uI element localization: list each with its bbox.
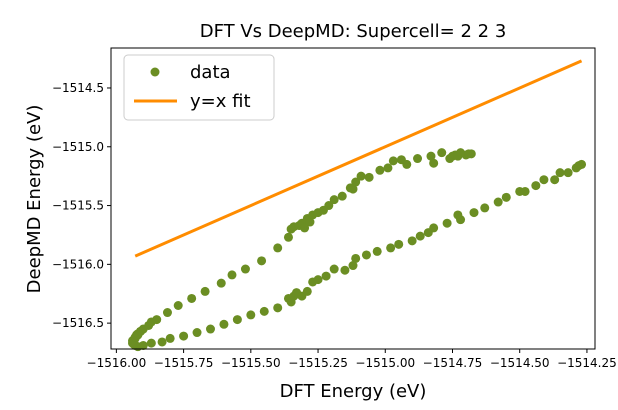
data-point: [348, 261, 358, 271]
legend-box: [123, 54, 275, 121]
data-point: [407, 236, 417, 246]
data-point: [501, 192, 511, 202]
data-point: [136, 326, 146, 336]
x-tick-label: −1515.50: [221, 356, 281, 370]
x-tick-label: −1515.75: [154, 356, 214, 370]
data-point: [372, 246, 382, 256]
data-point: [340, 265, 350, 275]
data-point: [429, 223, 439, 233]
data-point: [539, 175, 549, 185]
data-point: [146, 338, 156, 348]
data-point: [187, 293, 197, 303]
fit-line: [134, 59, 583, 258]
data-point: [232, 315, 242, 325]
x-tick-label: −1515.00: [355, 356, 415, 370]
data-point: [302, 286, 312, 296]
data-point: [200, 286, 210, 296]
x-tick-label: −1514.25: [557, 356, 617, 370]
data-point: [402, 159, 412, 169]
data-point: [329, 195, 339, 205]
legend-marker-data: [150, 67, 160, 77]
x-tick-label: −1516.00: [87, 356, 147, 370]
data-point: [257, 256, 267, 266]
data-point: [283, 232, 293, 242]
data-point: [259, 306, 269, 316]
data-point: [364, 172, 374, 182]
data-point: [179, 331, 189, 341]
data-point: [577, 159, 587, 169]
data-point: [173, 300, 183, 310]
data-point: [157, 337, 167, 347]
y-tick-label: −1514.5: [52, 81, 104, 95]
data-point: [300, 223, 310, 233]
data-point: [337, 191, 347, 201]
y-tick-label: −1515.5: [52, 199, 104, 213]
data-point: [321, 271, 331, 281]
data-point: [550, 175, 560, 185]
plot-area: −1516.00 −1515.75 −1515.50 −1515.25 −1515.00…: [52, 47, 617, 370]
data-point: [219, 319, 229, 329]
chart-title: DFT Vs DeepMD: Supercell= 2 2 3: [200, 21, 507, 42]
data-point: [555, 168, 565, 178]
data-point: [273, 303, 283, 313]
data-point: [138, 340, 148, 350]
data-point: [273, 243, 283, 253]
x-tick-label: −1515.25: [288, 356, 348, 370]
y-axis-label: DeepMD Energy (eV): [24, 105, 45, 294]
data-point: [383, 163, 393, 173]
data-point: [442, 218, 452, 228]
legend-label-fit: y=x fit: [190, 91, 251, 112]
data-point: [531, 181, 541, 191]
data-point: [386, 243, 396, 253]
data-point: [240, 264, 250, 274]
series-layer: [128, 59, 587, 352]
data-point: [426, 151, 436, 161]
data-point: [466, 149, 476, 159]
data-point: [413, 154, 423, 164]
data-point: [356, 171, 366, 181]
data-point: [192, 328, 202, 338]
data-point: [152, 315, 162, 325]
data-point: [394, 239, 404, 249]
data-point: [361, 250, 371, 260]
data-point: [216, 278, 226, 288]
data-point: [313, 275, 323, 285]
data-point: [429, 158, 439, 168]
legend-label-data: data: [190, 62, 231, 83]
data-point: [456, 215, 466, 225]
data-point: [351, 253, 361, 263]
data-point: [227, 270, 237, 280]
x-tick-label: −1514.75: [423, 356, 483, 370]
data-point: [388, 156, 398, 166]
data-point: [437, 148, 447, 158]
y-tick-label: −1516.5: [52, 316, 104, 330]
x-axis-label: DFT Energy (eV): [280, 381, 427, 402]
y-tick-label: −1515.0: [52, 140, 104, 154]
data-point: [469, 208, 479, 218]
data-point: [324, 201, 334, 211]
data-point: [205, 324, 215, 334]
data-point: [375, 165, 385, 175]
data-point: [305, 217, 315, 227]
data-point: [165, 333, 175, 343]
data-point: [351, 177, 361, 187]
data-point: [246, 310, 256, 320]
data-point: [493, 197, 503, 207]
y-tick-label: −1516.0: [52, 257, 104, 271]
y-axis-ticks: −1516.5 −1516.0 −1515.5 −1515.0 −1514.5: [52, 81, 111, 330]
data-point: [415, 231, 425, 241]
data-point: [520, 186, 530, 196]
data-point: [563, 168, 573, 178]
data-point: [348, 184, 358, 194]
x-tick-label: −1514.50: [490, 356, 550, 370]
data-point: [162, 308, 172, 318]
legend: data y=x fit: [123, 54, 275, 121]
axes-frame: [110, 47, 596, 350]
data-point: [329, 264, 339, 274]
data-point: [480, 203, 490, 213]
x-axis-ticks: −1516.00 −1515.75 −1515.50 −1515.25 −1515.00…: [87, 349, 617, 370]
